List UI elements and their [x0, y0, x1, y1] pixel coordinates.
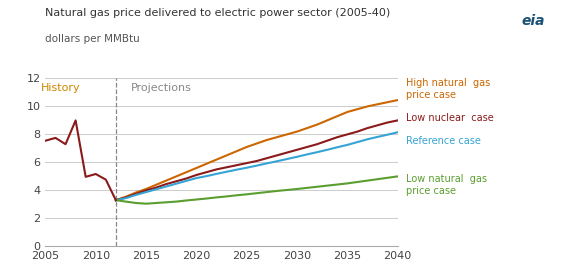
Text: Reference case: Reference case — [406, 136, 481, 146]
Text: High natural  gas
price case: High natural gas price case — [406, 78, 490, 100]
Text: Low natural  gas
price case: Low natural gas price case — [406, 174, 487, 196]
Text: Low nuclear  case: Low nuclear case — [406, 113, 494, 123]
Text: Natural gas price delivered to electric power sector (2005-40): Natural gas price delivered to electric … — [45, 8, 391, 18]
Text: eia: eia — [522, 14, 545, 28]
Text: History: History — [41, 83, 80, 93]
Text: dollars per MMBtu: dollars per MMBtu — [45, 34, 140, 44]
Text: Projections: Projections — [131, 83, 191, 93]
